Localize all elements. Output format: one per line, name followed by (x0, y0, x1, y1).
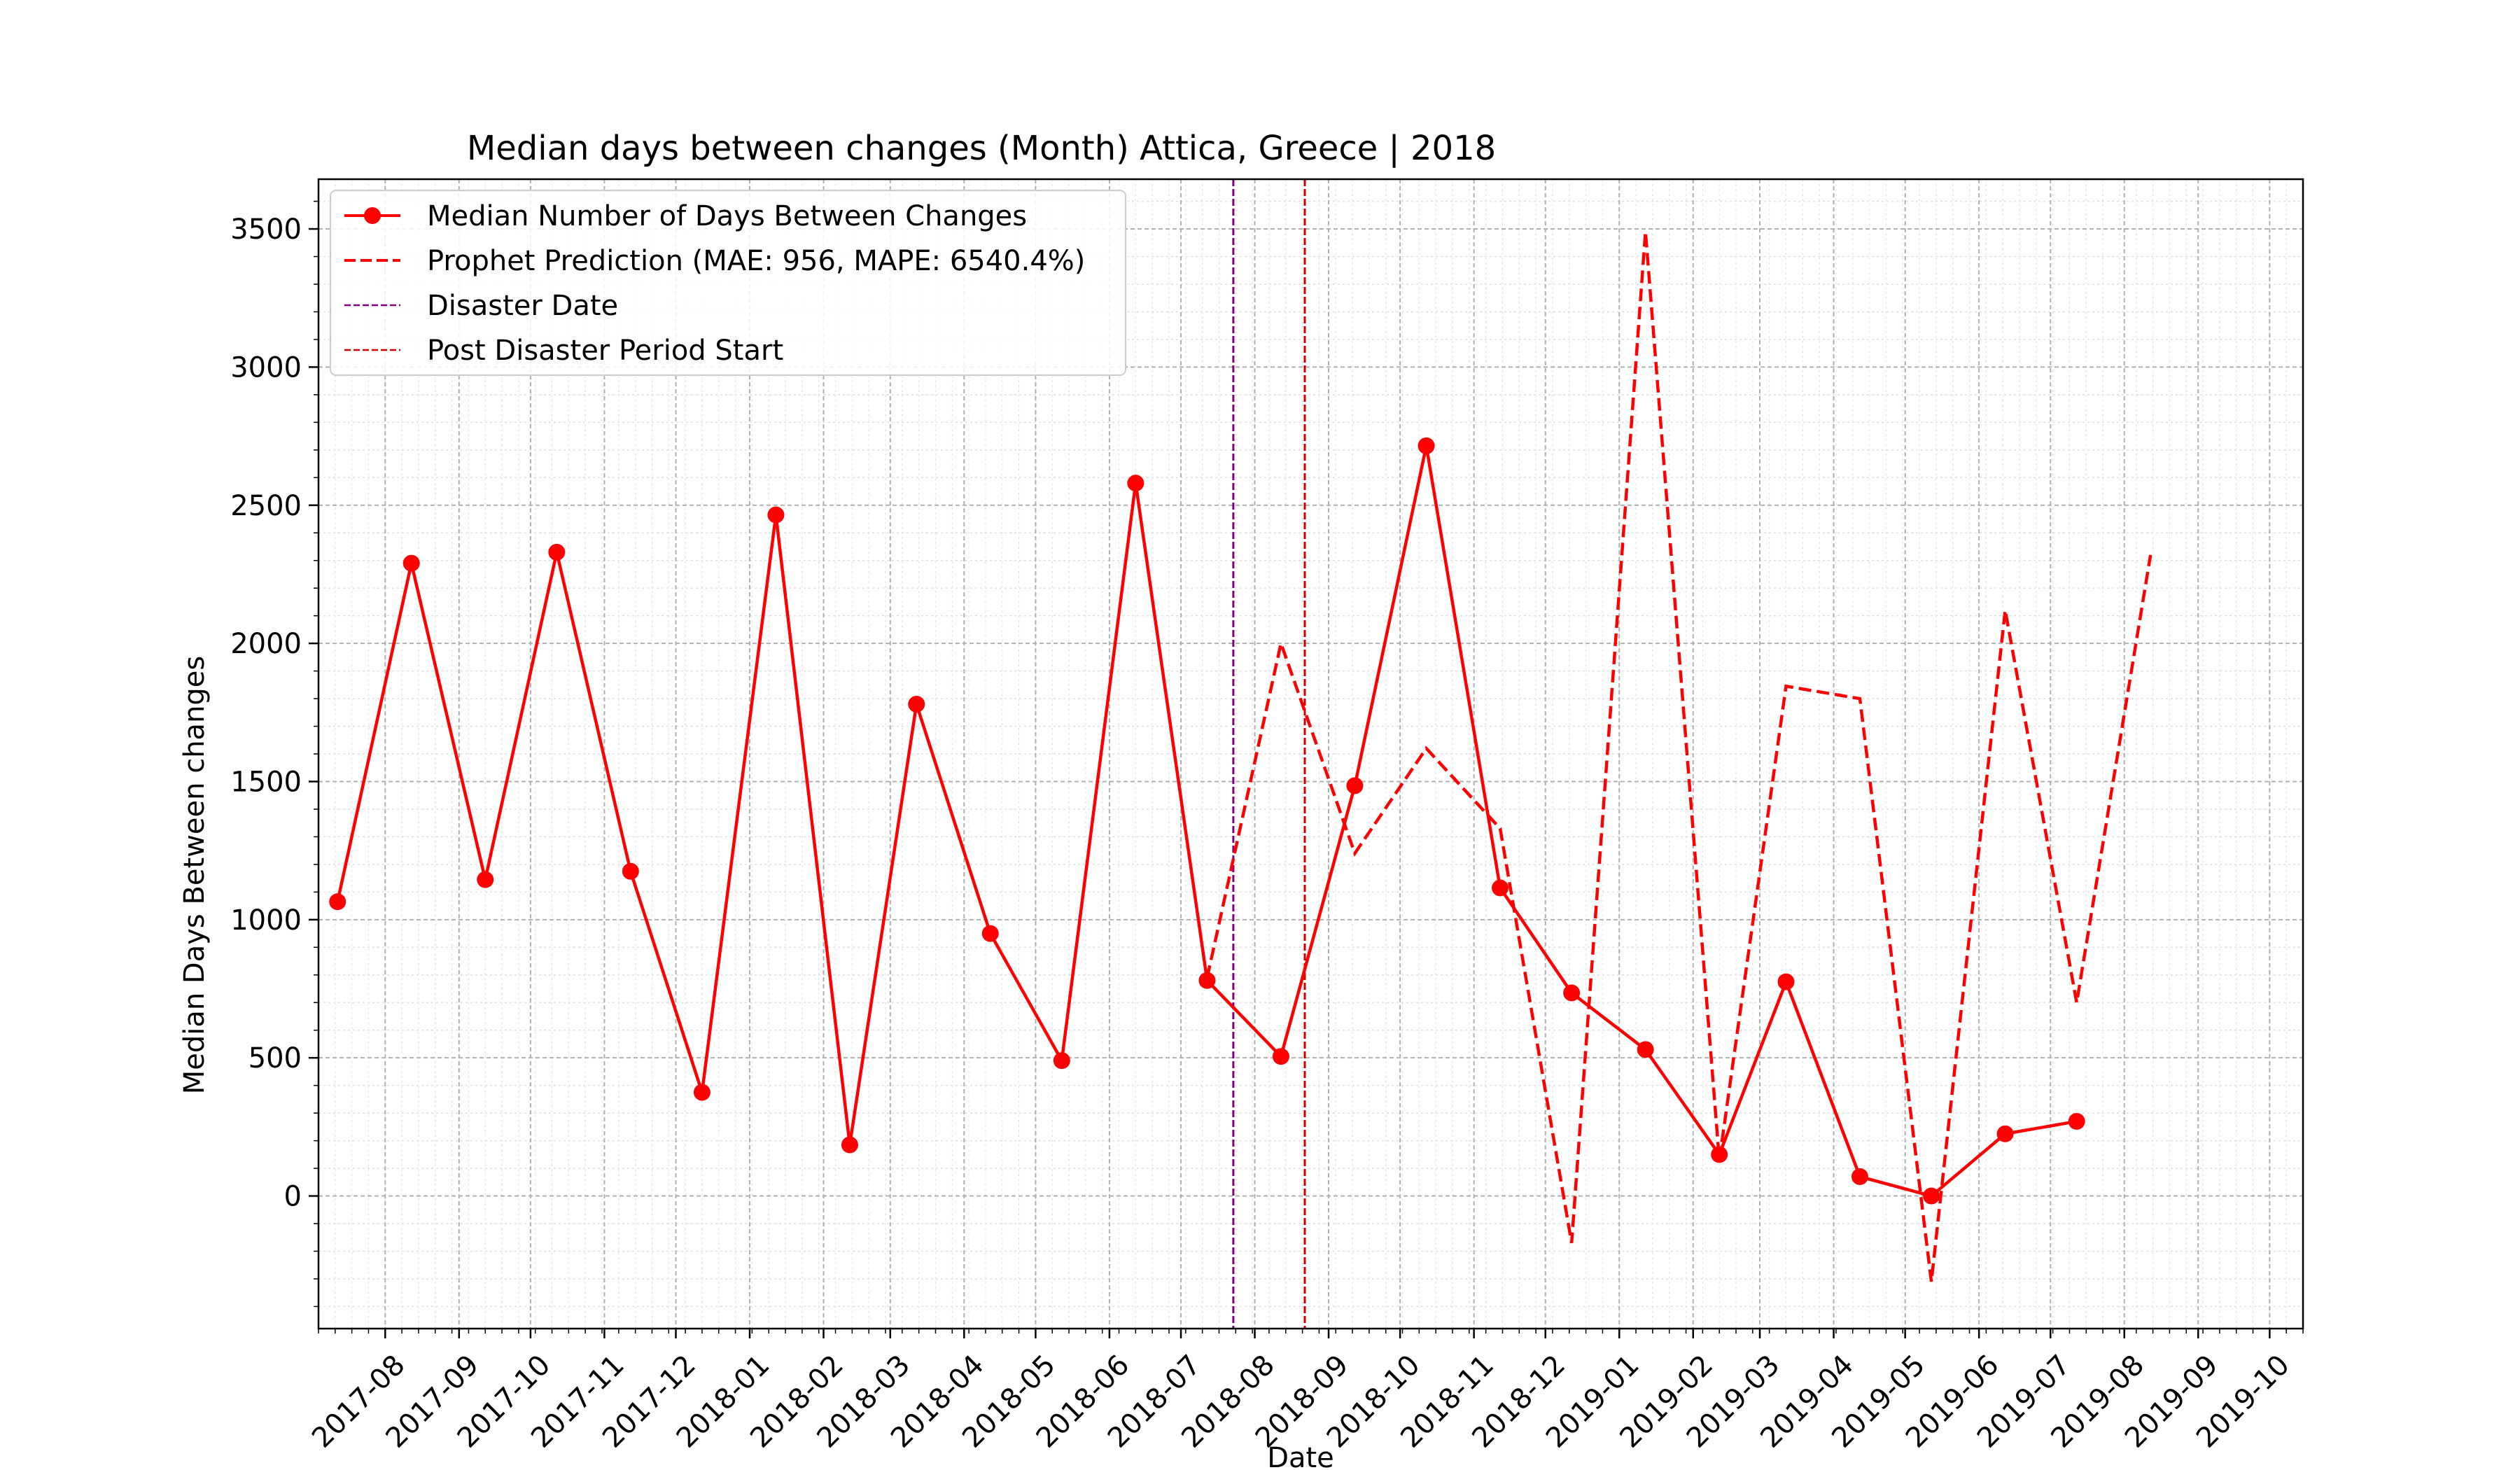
actual-data-point (548, 543, 566, 561)
legend-box (330, 190, 1126, 376)
actual-data-point (2068, 1112, 2085, 1130)
legend-label-post-disaster: Post Disaster Period Start (427, 335, 783, 367)
vline-layer (1232, 179, 1306, 1329)
actual-data-point (1346, 777, 1364, 794)
series-layer (329, 231, 2152, 1282)
actual-data-point (1272, 1048, 1289, 1065)
actual-data-point (329, 893, 346, 911)
x-axis-title: Date (1267, 1442, 1334, 1470)
actual-data-point (908, 695, 925, 713)
actual-data-point (402, 554, 420, 572)
y-axis-title: Median Days Between changes (178, 656, 211, 1095)
actual-data-point (1492, 879, 1509, 897)
actual-data-point (1563, 984, 1581, 1002)
actual-data-point (1127, 475, 1144, 492)
legend: Median Number of Days Between Changes Pr… (330, 190, 1126, 376)
y-tick-label: 1500 (230, 766, 302, 798)
actual-data-point (622, 862, 639, 880)
y-tick-label: 3500 (230, 214, 302, 246)
y-tick-label: 2500 (230, 490, 302, 522)
actual-data-point (767, 506, 785, 524)
actual-data-point (693, 1084, 710, 1101)
chart-title: Median days between changes (Month) Atti… (467, 129, 1496, 168)
actual-data-point (1053, 1052, 1070, 1070)
actual-data-point (1996, 1125, 2014, 1142)
actual-data-point (1851, 1168, 1868, 1185)
legend-label-prediction: Prophet Prediction (MAE: 956, MAPE: 6540… (427, 245, 1085, 277)
y-tick-label: 0 (284, 1181, 302, 1213)
actual-data-point (1198, 972, 1216, 989)
legend-label-actual: Median Number of Days Between Changes (427, 200, 1027, 232)
actual-data-point (981, 925, 999, 942)
actual-data-point (1923, 1187, 1940, 1205)
actual-data-point (1777, 973, 1795, 990)
legend-label-disaster: Disaster Date (427, 290, 618, 322)
actual-data-point (477, 871, 494, 888)
y-tick-label: 2000 (230, 628, 302, 660)
actual-data-point (1637, 1041, 1654, 1058)
y-tick-label: 500 (248, 1042, 302, 1074)
y-tick-label: 3000 (230, 351, 302, 384)
y-tick-label: 1000 (230, 904, 302, 937)
actual-data-point (841, 1136, 858, 1154)
prediction-line (1205, 231, 2152, 1282)
legend-marker-dot-actual (364, 207, 381, 224)
actual-data-point (1711, 1146, 1728, 1163)
actual-data-point (1418, 437, 1435, 454)
